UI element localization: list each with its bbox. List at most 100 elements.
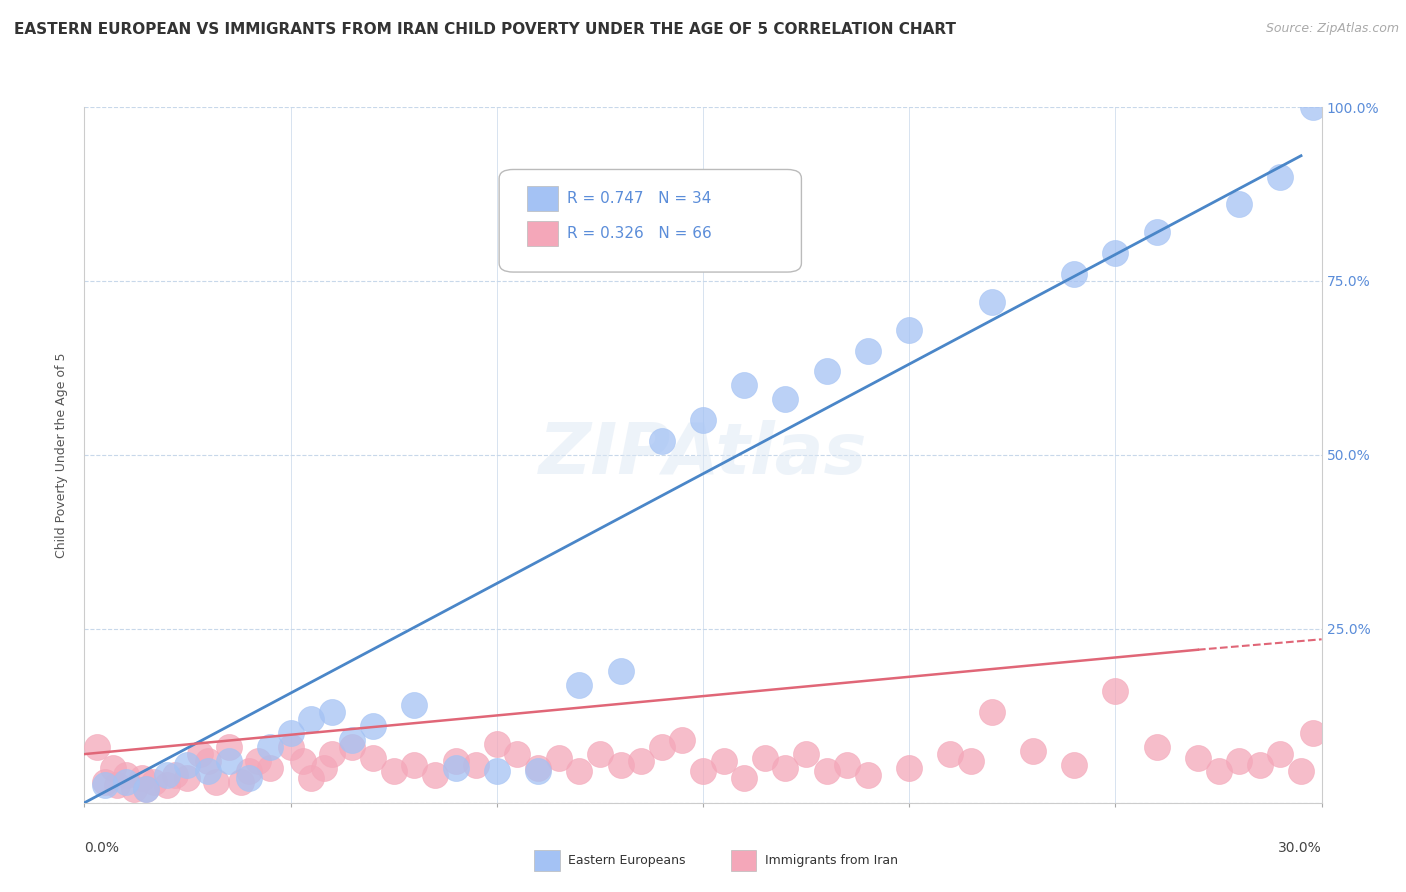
Point xyxy=(568,764,591,779)
Point xyxy=(1104,684,1126,698)
Text: R = 0.326   N = 66: R = 0.326 N = 66 xyxy=(567,227,711,241)
Point xyxy=(1227,754,1250,768)
Point xyxy=(321,747,343,761)
Point xyxy=(197,764,219,779)
Point xyxy=(465,757,488,772)
Point xyxy=(342,733,364,747)
Point xyxy=(898,323,921,337)
Y-axis label: Child Poverty Under the Age of 5: Child Poverty Under the Age of 5 xyxy=(55,352,69,558)
Point xyxy=(547,750,569,764)
Point xyxy=(321,706,343,720)
Point xyxy=(103,761,125,775)
Point xyxy=(485,737,508,751)
Point xyxy=(114,775,136,789)
Point xyxy=(733,378,755,392)
Point xyxy=(1022,744,1045,758)
Point xyxy=(527,764,550,779)
Point xyxy=(651,434,673,448)
Point xyxy=(671,733,693,747)
Point xyxy=(1270,169,1292,184)
Text: Immigrants from Iran: Immigrants from Iran xyxy=(765,855,898,867)
Text: 0.0%: 0.0% xyxy=(84,841,120,855)
Point xyxy=(382,764,405,779)
Point xyxy=(246,754,269,768)
Point xyxy=(837,757,859,772)
Point xyxy=(404,757,426,772)
Point xyxy=(94,778,117,792)
Text: ZIPAtlas: ZIPAtlas xyxy=(538,420,868,490)
Text: Eastern Europeans: Eastern Europeans xyxy=(568,855,686,867)
Point xyxy=(280,726,302,740)
Point xyxy=(1227,197,1250,211)
Point xyxy=(361,750,384,764)
Point xyxy=(506,747,529,761)
Point xyxy=(980,706,1002,720)
Point xyxy=(775,761,797,775)
Point xyxy=(1302,100,1324,114)
Point xyxy=(135,781,157,796)
Point xyxy=(1208,764,1230,779)
Point xyxy=(105,778,128,792)
Point xyxy=(188,747,211,761)
Text: 30.0%: 30.0% xyxy=(1278,841,1322,855)
Point xyxy=(94,775,117,789)
Point xyxy=(692,764,714,779)
Point xyxy=(856,343,879,358)
Point xyxy=(856,768,879,782)
Point xyxy=(176,772,198,786)
Point xyxy=(280,740,302,755)
Point xyxy=(218,740,240,755)
Point xyxy=(651,740,673,755)
Point xyxy=(114,768,136,782)
Point xyxy=(229,775,252,789)
Point xyxy=(176,757,198,772)
Point xyxy=(361,719,384,733)
Point xyxy=(609,757,631,772)
Point xyxy=(568,677,591,691)
Point xyxy=(733,772,755,786)
Point xyxy=(122,781,145,796)
Point xyxy=(1270,747,1292,761)
Point xyxy=(205,775,228,789)
Point xyxy=(589,747,612,761)
Point xyxy=(939,747,962,761)
Text: Source: ZipAtlas.com: Source: ZipAtlas.com xyxy=(1265,22,1399,36)
Point xyxy=(86,740,108,755)
Text: EASTERN EUROPEAN VS IMMIGRANTS FROM IRAN CHILD POVERTY UNDER THE AGE OF 5 CORREL: EASTERN EUROPEAN VS IMMIGRANTS FROM IRAN… xyxy=(14,22,956,37)
Point xyxy=(1302,726,1324,740)
Point xyxy=(754,750,776,764)
Point xyxy=(527,761,550,775)
Point xyxy=(1187,750,1209,764)
Point xyxy=(1104,246,1126,260)
Point xyxy=(1063,267,1085,281)
Point xyxy=(259,761,281,775)
Point xyxy=(299,712,322,726)
Point xyxy=(1289,764,1312,779)
Point xyxy=(898,761,921,775)
Point xyxy=(299,772,322,786)
Point xyxy=(156,778,179,792)
Point xyxy=(131,772,153,786)
Point xyxy=(238,764,260,779)
Point xyxy=(1249,757,1271,772)
Point xyxy=(815,764,838,779)
Point xyxy=(444,754,467,768)
Point xyxy=(165,768,187,782)
Point xyxy=(404,698,426,713)
Point xyxy=(815,364,838,378)
Point xyxy=(775,392,797,407)
Point xyxy=(197,754,219,768)
Point xyxy=(1146,225,1168,239)
Point xyxy=(135,781,157,796)
Point xyxy=(423,768,446,782)
Point xyxy=(291,754,314,768)
Point xyxy=(692,413,714,427)
Point xyxy=(143,775,166,789)
Point xyxy=(960,754,983,768)
Point xyxy=(630,754,652,768)
Point xyxy=(156,768,179,782)
Point xyxy=(980,294,1002,309)
Point xyxy=(259,740,281,755)
Point xyxy=(444,761,467,775)
Point xyxy=(713,754,735,768)
